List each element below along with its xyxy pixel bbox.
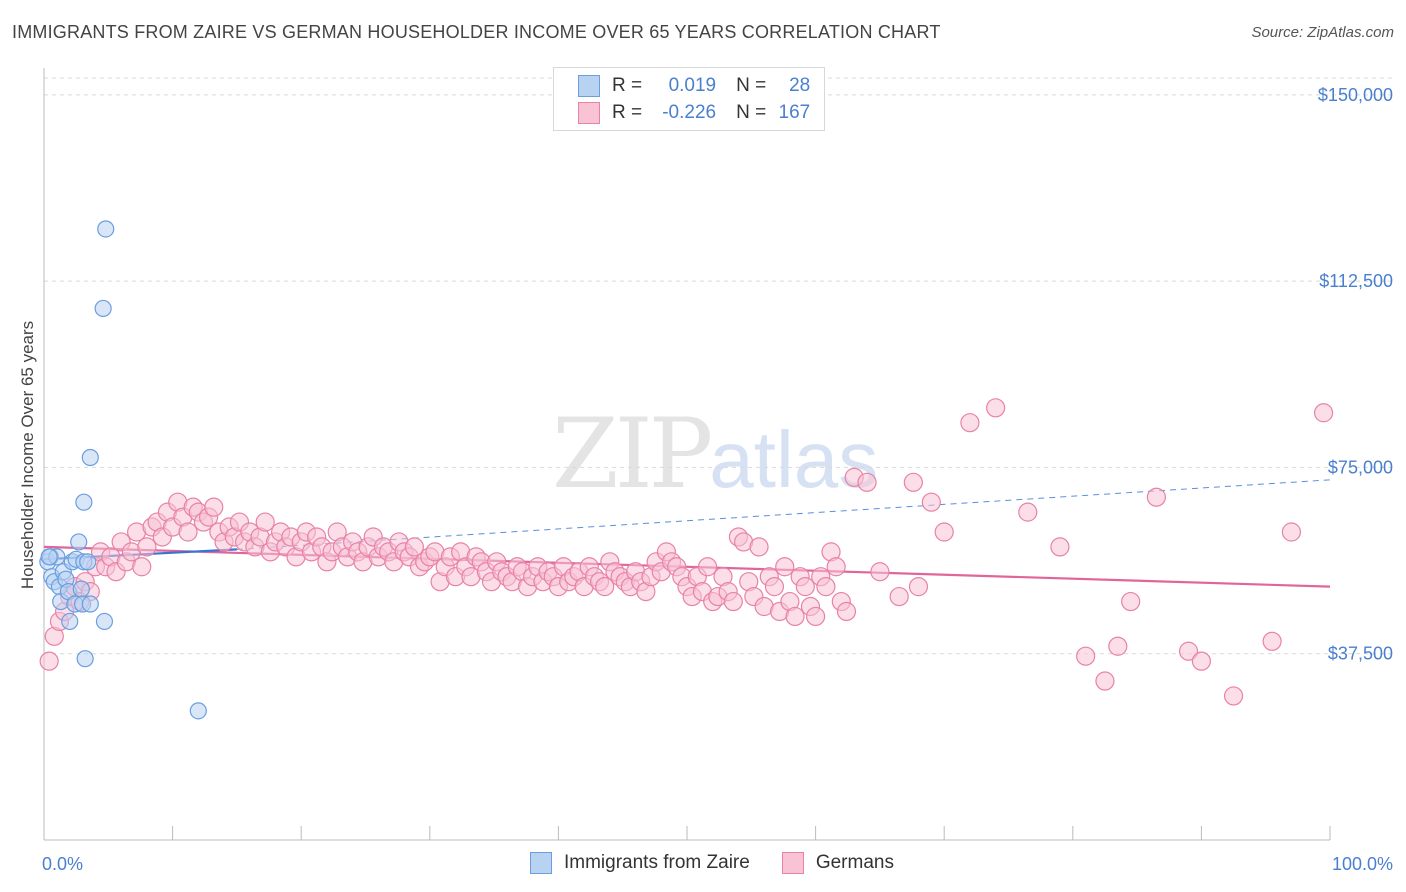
- point-germans: [816, 577, 836, 597]
- point-germans: [826, 557, 846, 577]
- legend-item-zaire[interactable]: Immigrants from Zaire: [530, 852, 750, 874]
- tick-labels: $37,500 $75,000 $112,500 $150,000 0.0% 100.0%: [42, 85, 1393, 874]
- point-zaire: [72, 580, 90, 598]
- legend-swatch-zaire: [578, 75, 600, 97]
- point-germans: [921, 492, 941, 512]
- legend-r-label: R =: [612, 75, 643, 96]
- source-label: Source: ZipAtlas.com: [1251, 24, 1394, 41]
- point-germans: [132, 557, 152, 577]
- legend-swatch-germans: [781, 852, 804, 874]
- point-germans: [697, 557, 718, 577]
- legend-n-label: N =: [736, 102, 767, 123]
- point-germans: [1018, 502, 1038, 522]
- point-germans: [857, 472, 877, 492]
- data-points: [39, 220, 1334, 720]
- series-legend: Immigrants from Zaire Germans: [530, 852, 926, 874]
- point-zaire: [97, 220, 115, 238]
- watermark-zip: ZIP: [552, 398, 713, 510]
- point-germans: [404, 537, 424, 557]
- y-tick-label: $112,500: [1319, 271, 1393, 291]
- watermark-atlas: atlas: [709, 415, 879, 504]
- point-zaire: [75, 493, 93, 511]
- point-germans: [1191, 651, 1212, 671]
- chart-title: IMMIGRANTS FROM ZAIRE VS GERMAN HOUSEHOL…: [12, 22, 941, 42]
- point-zaire: [76, 650, 94, 668]
- point-germans: [934, 522, 954, 542]
- point-zaire: [81, 595, 99, 613]
- point-germans: [1076, 646, 1096, 666]
- point-germans: [749, 537, 769, 557]
- point-germans: [1050, 537, 1070, 557]
- legend-swatch-zaire: [530, 852, 552, 874]
- point-zaire: [94, 299, 112, 318]
- x-tick-label: 0.0%: [42, 854, 83, 874]
- watermark: ZIPatlas: [552, 398, 878, 510]
- point-zaire: [189, 702, 207, 720]
- point-germans: [889, 586, 909, 607]
- point-zaire: [95, 612, 114, 631]
- point-zaire: [61, 612, 79, 631]
- legend-row-zaire: R = 0.019 N = 28: [578, 74, 810, 98]
- y-tick-label: $150,000: [1318, 85, 1393, 105]
- y-tick-label: $75,000: [1328, 457, 1393, 477]
- point-germans: [986, 398, 1006, 418]
- legend-label-zaire: Immigrants from Zaire: [564, 852, 750, 873]
- legend-n-label: N =: [736, 75, 767, 96]
- point-germans: [1095, 671, 1115, 691]
- correlation-legend: R = 0.019 N = 28 R = -0.226 N = 167: [553, 67, 825, 131]
- x-tick-label: 100.0%: [1332, 854, 1393, 874]
- point-germans: [723, 591, 743, 612]
- point-germans: [1313, 403, 1334, 423]
- point-germans: [39, 651, 59, 671]
- legend-row-germans: R = -0.226 N = 167: [578, 101, 810, 125]
- point-germans: [775, 557, 795, 577]
- point-germans: [1146, 487, 1166, 507]
- point-germans: [960, 413, 980, 433]
- point-germans: [903, 472, 923, 492]
- point-germans: [1262, 631, 1282, 651]
- point-germans: [595, 577, 615, 597]
- point-zaire: [79, 553, 97, 571]
- point-germans: [204, 497, 224, 517]
- point-germans: [255, 512, 275, 532]
- point-germans: [1178, 641, 1199, 661]
- legend-label-germans: Germans: [815, 852, 894, 873]
- legend-n-value-zaire: 28: [789, 75, 811, 96]
- legend-r-value-germans: -0.226: [662, 102, 717, 123]
- point-germans: [908, 577, 929, 597]
- point-germans: [1108, 636, 1128, 656]
- point-germans: [137, 537, 157, 557]
- point-germans: [805, 606, 826, 627]
- point-germans: [785, 606, 805, 627]
- y-tick-label: $37,500: [1328, 644, 1393, 664]
- legend-n-value-germans: 167: [778, 102, 811, 123]
- legend-r-value-zaire: 0.019: [668, 75, 717, 96]
- legend-swatch-germans: [578, 102, 600, 124]
- point-zaire: [81, 448, 99, 467]
- point-zaire: [70, 533, 88, 551]
- legend-r-label: R =: [612, 102, 643, 123]
- axes: [43, 68, 1331, 841]
- point-germans: [836, 601, 857, 622]
- point-germans: [1223, 686, 1244, 706]
- point-germans: [764, 577, 785, 597]
- point-germans: [870, 562, 890, 582]
- point-germans: [1121, 591, 1141, 612]
- legend-item-germans[interactable]: Germans: [781, 852, 894, 874]
- point-germans: [1281, 522, 1302, 542]
- point-zaire: [40, 548, 58, 566]
- point-germans: [178, 522, 198, 542]
- point-germans: [795, 577, 815, 597]
